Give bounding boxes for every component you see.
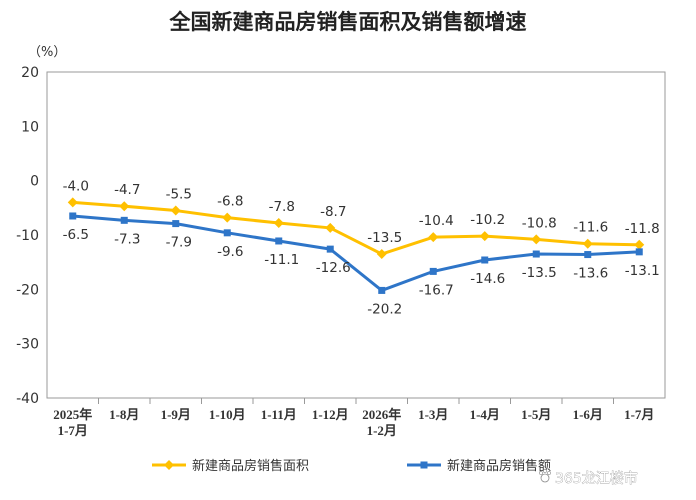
data-point bbox=[69, 212, 77, 220]
data-point bbox=[584, 251, 592, 259]
data-label: -10.2 bbox=[470, 212, 505, 228]
data-point bbox=[119, 201, 130, 212]
data-label: -9.6 bbox=[217, 244, 243, 260]
series-line bbox=[72, 214, 640, 292]
data-label: -4.7 bbox=[114, 182, 140, 198]
data-point bbox=[325, 222, 336, 233]
x-tick-label: 2026年 1-2月 bbox=[362, 407, 401, 438]
data-point bbox=[378, 286, 386, 294]
x-tick-label: 1-9月 bbox=[161, 407, 191, 422]
data-point bbox=[67, 197, 78, 208]
y-tick-label: -30 bbox=[16, 337, 39, 353]
x-tick-label: 1-3月 bbox=[418, 407, 448, 422]
data-point bbox=[582, 238, 593, 249]
y-tick-label: -40 bbox=[16, 391, 39, 407]
data-point bbox=[634, 239, 645, 250]
data-point bbox=[479, 231, 490, 242]
x-tick-label: 1-11月 bbox=[261, 407, 297, 422]
data-label: -4.0 bbox=[63, 178, 89, 194]
legend-item: 新建商品房销售额 bbox=[407, 458, 551, 474]
data-label: -7.3 bbox=[114, 231, 140, 247]
data-point bbox=[429, 267, 437, 275]
x-tick-label: 1-5月 bbox=[521, 407, 551, 422]
series-area: -4.0 -4.7 -5.5 -6.8 -7.8 -8.7 -13.5 -10.4 -10.2 -… bbox=[63, 178, 660, 260]
data-label: -10.4 bbox=[419, 213, 454, 229]
x-tick-label: 1-12月 bbox=[312, 407, 349, 422]
data-label: -10.8 bbox=[522, 215, 557, 231]
y-tick-label: 10 bbox=[21, 119, 39, 135]
data-point bbox=[273, 218, 284, 229]
data-label: -11.1 bbox=[264, 252, 299, 268]
data-label: -11.6 bbox=[573, 220, 608, 236]
data-point bbox=[635, 248, 643, 256]
data-label: -13.5 bbox=[367, 230, 402, 246]
data-point bbox=[376, 249, 387, 260]
data-point bbox=[428, 232, 439, 243]
data-label: -16.7 bbox=[419, 282, 454, 298]
y-tick-label: 0 bbox=[30, 174, 39, 190]
legend-item: 新建商品房销售面积 bbox=[152, 458, 309, 474]
series-amount: -6.5 -7.3 -7.9 -9.6 -11.1 -12.6 -20.2 -16.7 -14.… bbox=[63, 212, 660, 317]
chart-title: 全国新建商品房销售面积及销售额增速 bbox=[169, 10, 527, 34]
data-label: -12.6 bbox=[316, 260, 351, 276]
x-tick-label: 1-4月 bbox=[470, 407, 500, 422]
data-label: -8.7 bbox=[320, 204, 346, 220]
legend-marker bbox=[164, 460, 174, 470]
y-tick-label: -10 bbox=[16, 228, 39, 244]
y-axis: 20 10 0 -10 -20 -30 -40 bbox=[16, 65, 39, 407]
data-point bbox=[531, 234, 542, 245]
series-layer: -4.0 -4.7 -5.5 -6.8 -7.8 -8.7-13.5-10.4 -10.2-… bbox=[63, 178, 660, 317]
y-axis-unit: （%） bbox=[28, 45, 66, 60]
data-label: -6.5 bbox=[63, 227, 89, 243]
x-tick-label: 2025年 1-7月 bbox=[53, 407, 92, 438]
data-label: -20.2 bbox=[367, 301, 402, 317]
data-label: -7.9 bbox=[166, 235, 192, 251]
data-point bbox=[170, 205, 181, 216]
watermark-text: 365龙江楼市 bbox=[555, 470, 638, 487]
legend: 新建商品房销售面积 新建商品房销售额 bbox=[152, 458, 551, 474]
data-label: -5.5 bbox=[166, 187, 192, 203]
paw-icon bbox=[539, 469, 551, 483]
data-point bbox=[532, 250, 540, 258]
data-point bbox=[120, 216, 128, 224]
data-label: -13.6 bbox=[573, 266, 608, 282]
data-point bbox=[275, 237, 283, 245]
data-point bbox=[481, 256, 489, 264]
legend-label: 新建商品房销售额 bbox=[447, 458, 551, 474]
data-label: -6.8 bbox=[217, 194, 243, 210]
data-point bbox=[172, 220, 180, 228]
legend-marker bbox=[420, 461, 428, 469]
x-tick-label: 1-8月 bbox=[109, 407, 139, 422]
legend-label: 新建商品房销售面积 bbox=[192, 458, 309, 474]
data-label: -13.1 bbox=[625, 263, 660, 279]
y-tick-label: -20 bbox=[16, 282, 39, 298]
y-tick-label: 20 bbox=[21, 65, 39, 81]
data-label: -13.5 bbox=[522, 265, 557, 281]
data-label: -7.8 bbox=[269, 199, 295, 215]
data-label: -11.8 bbox=[625, 221, 660, 237]
x-tick-label: 1-7月 bbox=[624, 407, 654, 422]
x-tick-label: 1-10月 bbox=[209, 407, 246, 422]
x-axis: 2025年 1-7月 1-8月 1-9月 1-10月 1-11月 1-12月 2026年 1-2… bbox=[53, 398, 654, 438]
data-point bbox=[326, 245, 334, 253]
data-point bbox=[222, 212, 233, 223]
data-label: -14.6 bbox=[470, 271, 505, 287]
series-line bbox=[72, 200, 640, 256]
watermark: 365龙江楼市 bbox=[539, 469, 638, 487]
data-point bbox=[223, 229, 231, 237]
x-tick-label: 1-6月 bbox=[573, 407, 603, 422]
